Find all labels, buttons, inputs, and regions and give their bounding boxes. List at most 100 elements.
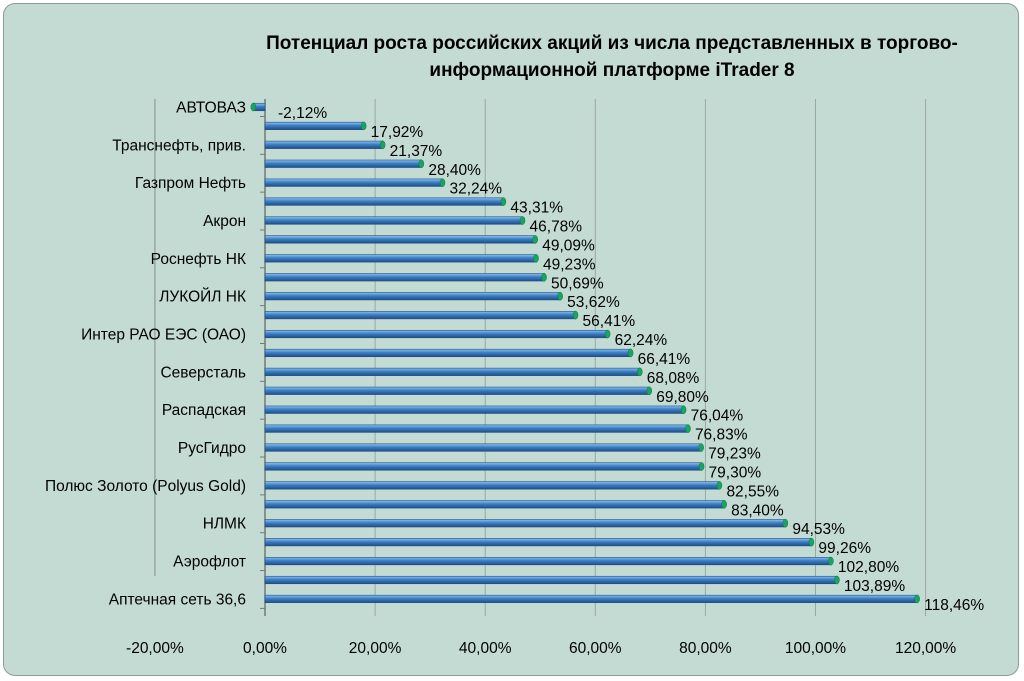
- bar-cap: [418, 159, 425, 169]
- data-label: 76,04%: [691, 408, 744, 425]
- x-tick-label: 100,00%: [785, 640, 846, 657]
- data-label: 99,26%: [818, 540, 871, 557]
- data-label: 79,30%: [709, 464, 762, 481]
- bar: [264, 235, 536, 244]
- bar-cap: [379, 140, 386, 150]
- category-label: Северсталь: [160, 364, 246, 381]
- data-label: 46,78%: [530, 219, 583, 236]
- bar-cap: [828, 556, 834, 566]
- bar-cap: [637, 367, 643, 377]
- data-label: 94,53%: [792, 521, 845, 538]
- data-label: 69,80%: [656, 389, 709, 406]
- bar-cap: [716, 481, 723, 490]
- bar-cap: [250, 102, 257, 112]
- x-tick-label: 60,00%: [569, 640, 622, 657]
- data-label: 76,83%: [695, 427, 748, 444]
- x-tick-label: 20,00%: [349, 640, 402, 657]
- bar-cap: [604, 329, 611, 339]
- bar: [264, 197, 504, 206]
- bar: [264, 311, 576, 320]
- bar-cap: [519, 216, 526, 225]
- data-label: -2,12%: [278, 105, 327, 122]
- category-label: Аэрофлот: [173, 554, 246, 571]
- category-label: Интер РАО ЕЭС (ОАО): [81, 327, 246, 344]
- x-tick-label: 80,00%: [679, 640, 732, 657]
- bar: [264, 386, 650, 395]
- data-label: 68,08%: [647, 370, 700, 387]
- data-label: 49,09%: [542, 237, 595, 254]
- bar-cap: [698, 443, 704, 452]
- category-label: НЛМК: [203, 516, 246, 533]
- data-label: 21,37%: [390, 143, 443, 160]
- category-label: ЛУКОЙЛ НК: [159, 288, 246, 306]
- bar-cap: [360, 121, 367, 131]
- data-label: 49,23%: [543, 256, 596, 273]
- bars: [250, 102, 920, 604]
- bar: [264, 329, 608, 339]
- bar: [264, 159, 422, 168]
- category-label: РусГидро: [178, 440, 246, 457]
- bar: [264, 178, 443, 187]
- chart-title-line-2: информационной платформе iTrader 8: [429, 60, 794, 81]
- category-label: Транснефть, прив.: [112, 137, 246, 154]
- bar-cap: [680, 405, 687, 415]
- chart-frame: Потенциал роста российских акций из числ…: [3, 3, 1019, 676]
- bar-cap: [914, 594, 920, 604]
- bar: [264, 367, 641, 376]
- bar: [264, 538, 812, 547]
- bar-cap: [532, 235, 538, 244]
- bar-cap: [834, 575, 840, 585]
- category-label: Роснефть НК: [151, 251, 246, 268]
- bar-cap: [533, 254, 539, 263]
- labels: -20,00% 0,00% 20,00% 40,00% 60,00% 80,00% 100,…: [45, 100, 984, 658]
- data-label: 28,40%: [428, 162, 481, 179]
- data-label: 82,55%: [726, 483, 779, 500]
- bar: [264, 216, 523, 225]
- category-label: Полюс Золото (Polyus Gold): [45, 478, 246, 495]
- bar: [264, 424, 689, 433]
- category-label: Аптечная сеть 36,6: [109, 591, 246, 608]
- bar-cap: [572, 310, 579, 320]
- data-label: 102,80%: [838, 559, 899, 576]
- category-label: Акрон: [203, 213, 246, 230]
- data-label: 62,24%: [615, 332, 668, 349]
- bar-cap: [541, 272, 547, 282]
- data-label: 103,89%: [844, 578, 905, 595]
- bar: [264, 557, 832, 566]
- data-label: 66,41%: [638, 351, 691, 368]
- data-label: 79,23%: [708, 446, 761, 463]
- bar-chart: Потенциал роста российских акций из числ…: [45, 33, 984, 658]
- bar-cap: [685, 424, 691, 433]
- category-label: Газпром Нефть: [135, 175, 246, 192]
- bar: [264, 594, 918, 603]
- bar: [264, 575, 838, 585]
- bar-cap: [439, 178, 446, 187]
- data-label: 50,69%: [551, 275, 604, 292]
- data-label: 43,31%: [510, 200, 563, 217]
- data-label: 83,40%: [731, 502, 784, 519]
- bar-cap: [808, 537, 815, 547]
- bar: [264, 500, 725, 509]
- x-tick-label: 40,00%: [459, 640, 512, 657]
- data-label: 56,41%: [583, 313, 636, 330]
- bar: [264, 405, 684, 414]
- data-label: 118,46%: [924, 597, 984, 614]
- bar-cap: [557, 291, 563, 301]
- bar-cap: [721, 500, 727, 509]
- bar: [264, 348, 631, 358]
- bar-cap: [627, 348, 634, 358]
- data-label: 53,62%: [567, 294, 620, 311]
- gridlines: [154, 99, 927, 616]
- category-label: АВТОВАЗ: [176, 100, 246, 117]
- bar: [264, 462, 702, 471]
- chart-title-line-1: Потенциал роста российских акций из числ…: [266, 33, 958, 54]
- category-label: Распадская: [162, 402, 246, 419]
- x-tick-label: -20,00%: [126, 640, 184, 657]
- bar-cap: [698, 462, 705, 471]
- bar: [264, 121, 364, 130]
- x-tick-label: 0,00%: [243, 640, 287, 657]
- bar-cap: [646, 386, 652, 396]
- bar-cap: [500, 197, 507, 206]
- bar: [264, 140, 383, 149]
- bar: [264, 519, 786, 528]
